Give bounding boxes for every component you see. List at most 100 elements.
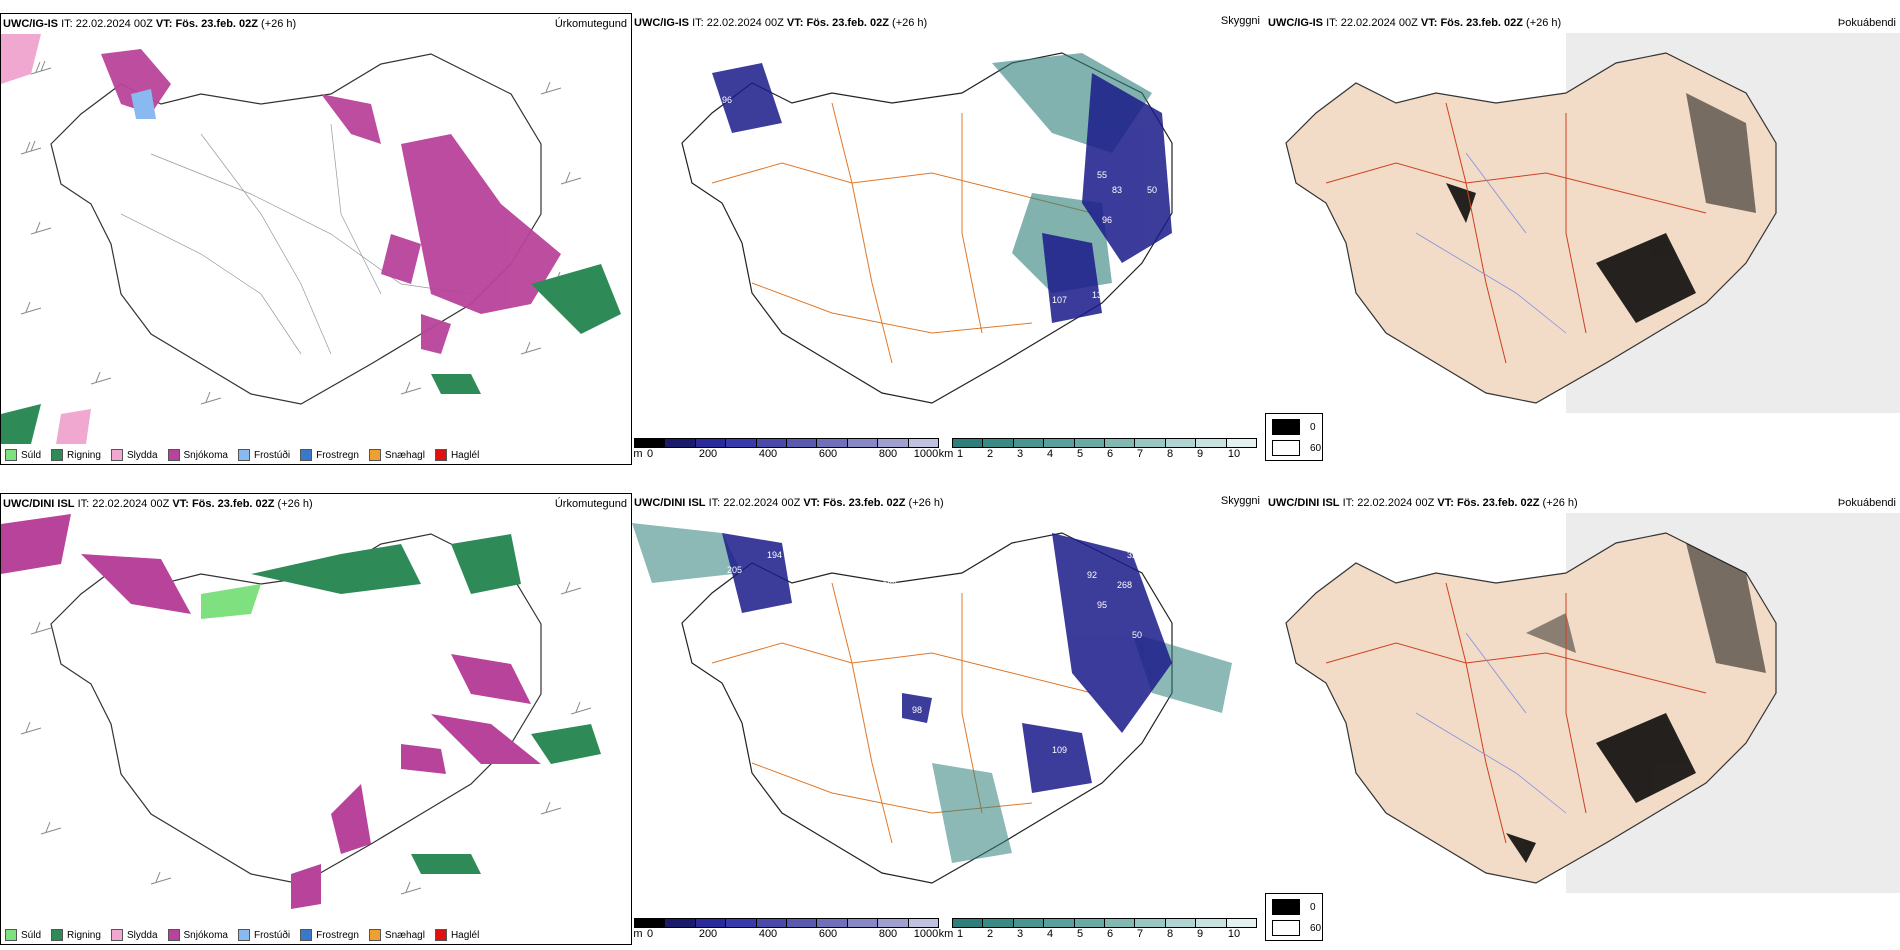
panel-title: Þokuábendi bbox=[1837, 497, 1896, 509]
colorbar-tick: 9 bbox=[1196, 448, 1204, 460]
colorbar-segment bbox=[1226, 918, 1258, 928]
visibility-colorbar-km: km 1 2 3 4 5 6 7 8 9 10 bbox=[939, 438, 1258, 462]
legend-swatch bbox=[167, 929, 180, 941]
vis-value-label: 92 bbox=[1087, 570, 1097, 580]
colorbar-tick: 600 bbox=[818, 928, 838, 940]
legend-item: Frostregn bbox=[300, 449, 359, 461]
rain-areas bbox=[1, 264, 621, 444]
colorbar-tick: 400 bbox=[758, 928, 778, 940]
colorbar-tick: 1000 bbox=[913, 928, 939, 940]
panel-header: UWC/IG-IS IT: 22.02.2024 00Z VT: Fös. 23… bbox=[634, 17, 928, 29]
panel-title: Úrkomutegund bbox=[554, 18, 627, 30]
colorbar-tick: 7 bbox=[1136, 928, 1144, 940]
colorbar-segment bbox=[878, 438, 909, 448]
legend-item: Haglél bbox=[434, 929, 479, 941]
snow-areas bbox=[101, 49, 561, 354]
legend-item: Rigning bbox=[51, 449, 101, 461]
colorbar-segment bbox=[1105, 438, 1136, 448]
fog-legend-swatch bbox=[1272, 440, 1300, 456]
colorbar-unit: m bbox=[633, 928, 643, 940]
rain-areas bbox=[251, 534, 601, 874]
colorbar-segment bbox=[1135, 438, 1166, 448]
legend-item: Haglél bbox=[434, 449, 479, 461]
colorbar-segment bbox=[635, 438, 666, 448]
wind-barbs bbox=[20, 60, 582, 405]
legend-swatch bbox=[110, 929, 123, 941]
colorbar-segment bbox=[787, 918, 818, 928]
colorbar-segment bbox=[695, 918, 727, 928]
vis-value-label: 98 bbox=[912, 705, 922, 715]
colorbar-segment bbox=[908, 918, 940, 928]
panel-header: UWC/DINI ISL IT: 22.02.2024 00Z VT: Fös.… bbox=[3, 498, 313, 510]
fog-map bbox=[1285, 513, 1900, 893]
fog-panel-top: UWC/IG-IS IT: 22.02.2024 00Z VT: Fös. 23… bbox=[1266, 13, 1900, 413]
legend-swatch bbox=[237, 449, 250, 461]
legend-item: Snjókoma bbox=[167, 449, 228, 461]
vis-value-label: 205 bbox=[727, 565, 742, 575]
colorbar-tick: 0 bbox=[646, 448, 654, 460]
precip-panel-top: UWC/IG-IS IT: 22.02.2024 00Z VT: Fös. 23… bbox=[0, 13, 632, 465]
colorbar-segment bbox=[1135, 918, 1166, 928]
fog-panel-bottom: UWC/DINI ISL IT: 22.02.2024 00Z VT: Fös.… bbox=[1266, 493, 1900, 893]
colorbar-segment bbox=[953, 918, 984, 928]
colorbar-segment bbox=[665, 918, 696, 928]
colorbar-tick: 3 bbox=[1016, 448, 1024, 460]
fog-legend-row: 0 bbox=[1272, 419, 1316, 435]
colorbar-segment bbox=[787, 438, 818, 448]
colorbar-tick: 7 bbox=[1136, 448, 1144, 460]
vis-value-label: 107 bbox=[1052, 295, 1067, 305]
visibility-panel-top: UWC/IG-IS IT: 22.02.2024 00Z VT: Fös. 23… bbox=[632, 13, 1264, 465]
legend-swatch bbox=[5, 929, 17, 941]
colorbar-segment bbox=[1196, 918, 1227, 928]
legend-item: Súld bbox=[5, 929, 41, 941]
legend-swatch bbox=[300, 449, 313, 461]
fog-legend-row: 60 bbox=[1272, 920, 1321, 936]
colorbar-tick: 10 bbox=[1227, 928, 1241, 940]
vis-value-label: 50 bbox=[1147, 185, 1157, 195]
colorbar-tick: 1 bbox=[956, 928, 964, 940]
fog-legend-swatch bbox=[1272, 920, 1300, 936]
colorbar-segment bbox=[983, 918, 1014, 928]
vis-value-label: 133 bbox=[1092, 290, 1107, 300]
colorbar-segment bbox=[1013, 918, 1045, 928]
legend-item: Snjókoma bbox=[167, 929, 228, 941]
vis-value-label: 50 bbox=[1132, 630, 1142, 640]
vis-value-label: 109 bbox=[1052, 745, 1067, 755]
vis-value-label: 55 bbox=[1097, 170, 1107, 180]
colorbar-segment bbox=[1226, 438, 1258, 448]
visibility-map: 96 835 488 55 83 50 107 133 96 bbox=[681, 52, 1173, 404]
colorbar-segment bbox=[878, 918, 909, 928]
fog-legend-bottom: 0 60 bbox=[1265, 893, 1323, 941]
colorbar-tick: 9 bbox=[1196, 928, 1204, 940]
colorbar-segment bbox=[1074, 438, 1106, 448]
panel-header: UWC/IG-IS IT: 22.02.2024 00Z VT: Fös. 23… bbox=[1268, 17, 1562, 29]
colorbar-segment bbox=[983, 438, 1014, 448]
precip-map bbox=[1, 34, 621, 444]
colorbar-unit: m bbox=[633, 448, 643, 460]
legend-item: Snæhagl bbox=[368, 929, 425, 941]
colorbar-tick: 6 bbox=[1106, 928, 1114, 940]
legend-swatch bbox=[51, 929, 64, 941]
colorbar-segment bbox=[726, 438, 757, 448]
colorbar-segment bbox=[1074, 918, 1106, 928]
legend-item: Rigning bbox=[51, 929, 101, 941]
colorbar-tick: 5 bbox=[1076, 448, 1084, 460]
colorbar-tick: 8 bbox=[1166, 928, 1174, 940]
legend-swatch bbox=[434, 929, 447, 941]
snow-areas bbox=[1, 514, 541, 909]
legend-swatch bbox=[110, 449, 123, 461]
legend-item: Slydda bbox=[110, 449, 158, 461]
visibility-panel-bottom: UWC/DINI ISL IT: 22.02.2024 00Z VT: Fös.… bbox=[632, 493, 1264, 945]
colorbar-tick: 200 bbox=[698, 928, 718, 940]
legend-item: Slydda bbox=[110, 929, 158, 941]
panel-title: Skyggni bbox=[1220, 495, 1260, 507]
colorbar-segment bbox=[635, 918, 666, 928]
fog-legend-row: 60 bbox=[1272, 440, 1321, 456]
legend-item: Frostúði bbox=[237, 929, 290, 941]
legend-item: Frostúði bbox=[237, 449, 290, 461]
colorbar-tick: 800 bbox=[878, 448, 898, 460]
colorbar-segment bbox=[756, 918, 788, 928]
colorbar-segment bbox=[665, 438, 696, 448]
colorbar-tick: 200 bbox=[698, 448, 718, 460]
colorbar-tick: 1 bbox=[956, 448, 964, 460]
